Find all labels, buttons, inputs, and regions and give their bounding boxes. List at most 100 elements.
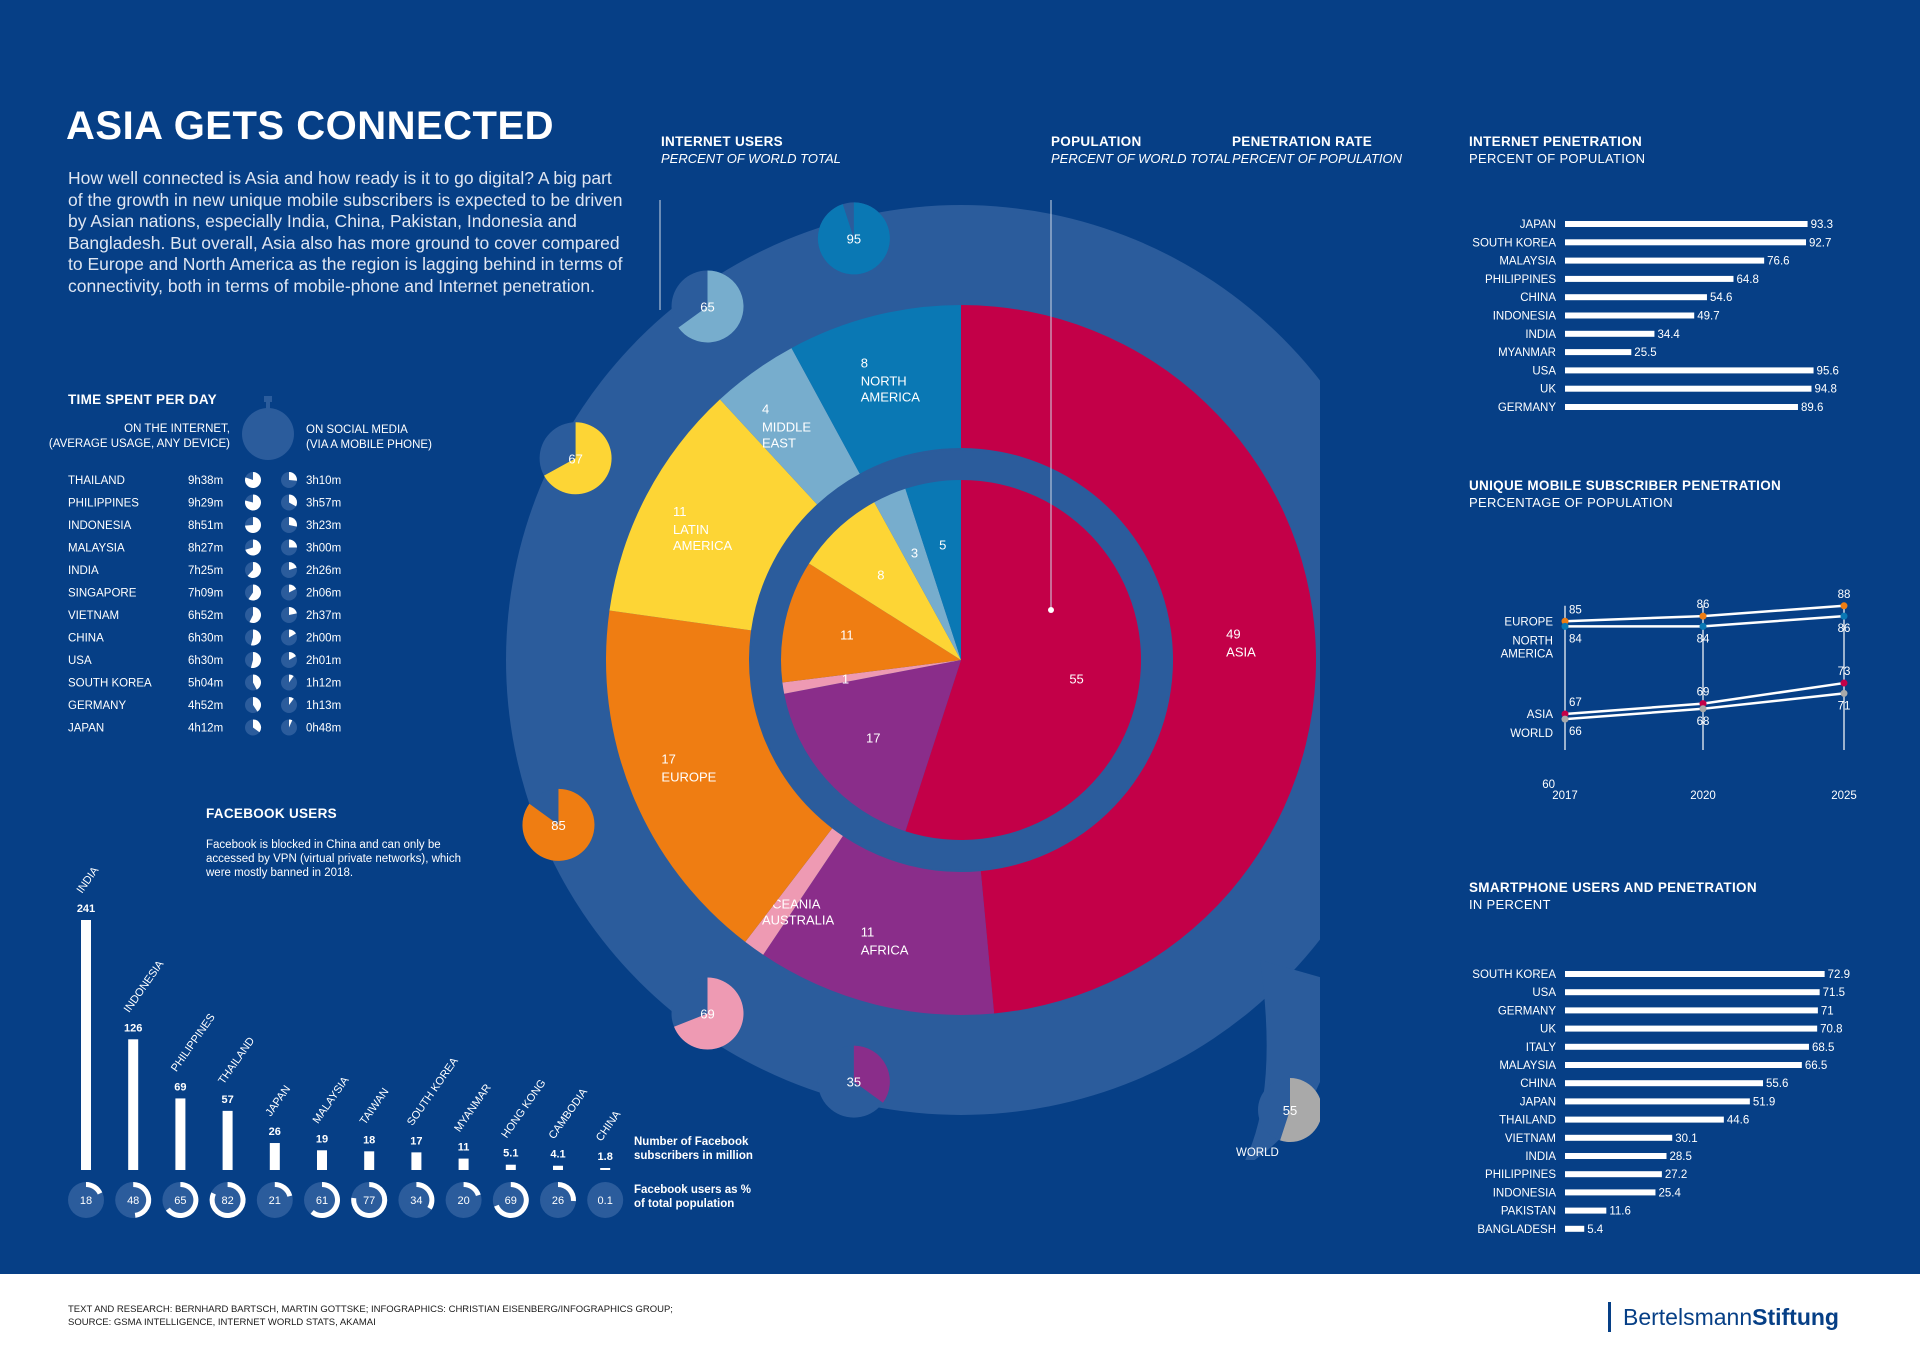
mobile-point-3-2	[1840, 689, 1848, 697]
mobile-point-0-2	[1840, 602, 1848, 610]
population-value-4: 8	[877, 568, 884, 583]
mobile-value-1-2: 86	[1838, 623, 1851, 635]
population-value-1: 17	[866, 730, 880, 745]
fb-ring-1	[133, 1182, 152, 1218]
internet-users-value-6: 8	[861, 356, 868, 371]
smartphone-value-1: 71.5	[1823, 987, 1845, 999]
fb-ring-5	[310, 1182, 341, 1218]
fb-percent-11: 0.1	[598, 1195, 613, 1207]
time-social-pie-3-fill	[289, 539, 297, 548]
smartphone-bar-4	[1565, 1043, 1809, 1050]
mobile-point-2-0	[1561, 710, 1569, 718]
fb-percent-2: 65	[174, 1195, 186, 1207]
time-country-0: THAILAND	[68, 475, 125, 487]
time-social-4: 2h26m	[306, 565, 341, 577]
time-social-1: 3h57m	[306, 498, 341, 510]
internet-penetration-bar-8	[1565, 367, 1814, 374]
smartphone-value-7: 51.9	[1753, 1096, 1775, 1108]
mobile-point-2-2	[1840, 679, 1848, 687]
fb-percent-0: 18	[80, 1195, 92, 1207]
mobile-point-0-0	[1561, 617, 1569, 625]
penetration-title: PENETRATION RATE	[1232, 134, 1373, 149]
region-label-4-0: LATIN	[673, 522, 709, 537]
mobile-xtick-0: 2017	[1552, 790, 1578, 802]
smartphone-label-7: JAPAN	[1520, 1096, 1556, 1108]
time-internet-5: 7h09m	[188, 588, 223, 600]
smartphone-value-14: 5.4	[1587, 1224, 1604, 1236]
fb-value-5: 19	[316, 1133, 328, 1145]
footer-source: SOURCE: GSMA INTELLIGENCE, INTERNET WORL…	[68, 1317, 376, 1328]
penetration-pie-3-fill	[522, 788, 595, 861]
mobile-value-1-0: 84	[1569, 633, 1582, 645]
population-value-2: 1	[842, 671, 849, 686]
time-internet-0: 9h38m	[188, 475, 223, 487]
population-segment-2	[782, 660, 961, 694]
time-country-6: VIETNAM	[68, 610, 119, 622]
fb-ring-base-3	[209, 1182, 246, 1218]
fb-bar-9	[505, 1164, 516, 1170]
fb-bar-0	[81, 920, 91, 1170]
smartphone-label-6: CHINA	[1520, 1078, 1556, 1090]
internet-users-segment-0	[961, 305, 1316, 1014]
fb-bar-7	[411, 1152, 422, 1170]
mobile-series-name-0-0: EUROPE	[1504, 616, 1553, 628]
internet-penetration-value-10: 89.6	[1801, 402, 1823, 414]
time-internet-3: 8h27m	[188, 543, 223, 555]
smartphone-value-6: 55.6	[1766, 1078, 1788, 1090]
population-segment-4	[809, 502, 961, 660]
mobile-xtick-2: 2025	[1831, 790, 1857, 802]
smartphone-label-4: ITALY	[1526, 1042, 1557, 1054]
smartphone-bar-9	[1565, 1134, 1673, 1141]
fb-value-2: 69	[174, 1081, 186, 1093]
internet-users-value-3: 17	[661, 751, 675, 766]
smartphone-bar-12	[1565, 1189, 1656, 1196]
fb-ring-2	[165, 1182, 199, 1218]
internet-penetration-bar-2	[1565, 257, 1765, 264]
mobile-series-name-1-0: NORTH	[1512, 635, 1553, 647]
region-label-2-1: AUSTRALIA	[762, 913, 835, 928]
time-country-7: CHINA	[68, 633, 104, 645]
fb-ring-4	[274, 1182, 293, 1197]
world-label: WORLD	[1236, 1147, 1279, 1159]
population-title: POPULATION	[1051, 134, 1142, 149]
fb-country-8: MYANMAR	[452, 1082, 494, 1134]
fb-ring-8	[463, 1182, 481, 1196]
smartphone-label-9: VIETNAM	[1505, 1133, 1556, 1145]
smartphone-value-12: 25.4	[1658, 1187, 1681, 1199]
internet-users-subtitle: PERCENT OF WORLD TOTAL	[661, 151, 841, 166]
time-spent-title: TIME SPENT PER DAY	[68, 392, 217, 407]
population-segment-6	[905, 480, 961, 660]
fb-ring-base-4	[256, 1182, 293, 1218]
internet-penetration-label-9: UK	[1540, 384, 1556, 396]
time-social-6: 2h37m	[306, 610, 341, 622]
time-social-0: 3h10m	[306, 475, 341, 487]
fb-bar-10	[553, 1165, 563, 1170]
fb-value-3: 57	[221, 1094, 233, 1106]
internet-users-leader	[659, 200, 661, 310]
internet-users-value-0: 49	[1226, 626, 1240, 641]
time-internet-7: 6h30m	[188, 633, 223, 645]
population-segment-3	[781, 563, 961, 683]
time-social-pie-0-fill	[289, 472, 297, 481]
fb-ring-base-2	[162, 1182, 199, 1218]
smartphone-bar-3	[1565, 1025, 1818, 1032]
fb-ring-base-5	[304, 1182, 340, 1218]
fb-percent-10: 26	[552, 1195, 564, 1207]
fb-ring-base-11	[587, 1182, 624, 1218]
smartphone-label-2: GERMANY	[1498, 1005, 1556, 1017]
internet-users-segment-3	[605, 610, 833, 942]
internet-penetration-value-6: 34.4	[1657, 329, 1680, 341]
smartphone-bar-11	[1565, 1171, 1662, 1178]
mobile-point-2-1	[1699, 700, 1707, 708]
mobile-series-name-3-0: WORLD	[1510, 728, 1553, 740]
internet-penetration-value-4: 54.6	[1710, 292, 1732, 304]
time-spent-svg: THAILAND 9h38m 3h10m PHILIPPINES 9h29m 3h57m I…	[68, 472, 341, 736]
internet-penetration-value-2: 76.6	[1767, 256, 1789, 268]
regional-donut-chart: 49ASIA4811AFRICA351OCEANIAAUSTRALIA6917E…	[506, 200, 1320, 1160]
smartphone-bar-1	[1565, 989, 1820, 996]
fb-value-4: 26	[269, 1126, 281, 1138]
time-country-1: PHILIPPINES	[68, 498, 139, 510]
time-social-3: 3h00m	[306, 543, 341, 555]
footer: TEXT AND RESEARCH: BERNHARD BARTSCH, MAR…	[0, 1274, 1920, 1358]
region-label-5-0: MIDDLE	[762, 419, 811, 434]
